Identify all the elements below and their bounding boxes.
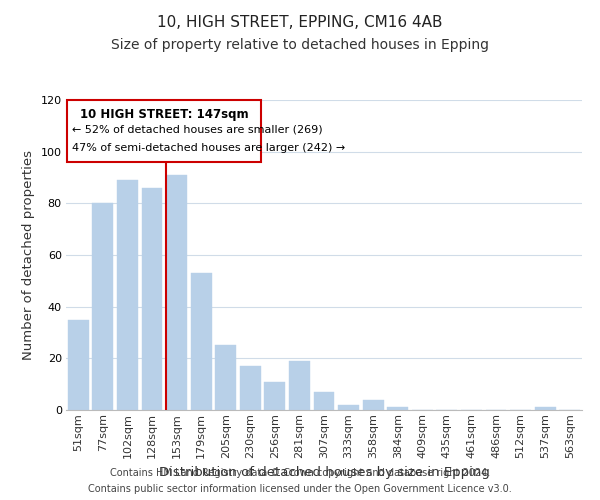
Bar (191, 273, 212, 410)
Bar (240, 366, 261, 410)
Bar (289, 361, 310, 410)
FancyBboxPatch shape (67, 100, 262, 162)
Bar (387, 408, 408, 410)
Text: 10 HIGH STREET: 147sqm: 10 HIGH STREET: 147sqm (80, 108, 248, 120)
Text: ← 52% of detached houses are smaller (269): ← 52% of detached houses are smaller (26… (72, 124, 323, 134)
Text: Size of property relative to detached houses in Epping: Size of property relative to detached ho… (111, 38, 489, 52)
Text: Contains public sector information licensed under the Open Government Licence v3: Contains public sector information licen… (88, 484, 512, 494)
Bar (68, 320, 89, 410)
Bar (92, 204, 113, 410)
Bar (314, 392, 334, 410)
Bar (215, 346, 236, 410)
Text: 10, HIGH STREET, EPPING, CM16 4AB: 10, HIGH STREET, EPPING, CM16 4AB (157, 15, 443, 30)
Text: 47% of semi-detached houses are larger (242) →: 47% of semi-detached houses are larger (… (72, 143, 346, 153)
Text: Contains HM Land Registry data © Crown copyright and database right 2024.: Contains HM Land Registry data © Crown c… (110, 468, 490, 477)
Bar (117, 180, 138, 410)
X-axis label: Distribution of detached houses by size in Epping: Distribution of detached houses by size … (158, 466, 490, 479)
Bar (362, 400, 383, 410)
Bar (142, 188, 163, 410)
Bar (265, 382, 286, 410)
Bar (338, 405, 359, 410)
Y-axis label: Number of detached properties: Number of detached properties (22, 150, 35, 360)
Bar (166, 175, 187, 410)
Bar (535, 408, 556, 410)
